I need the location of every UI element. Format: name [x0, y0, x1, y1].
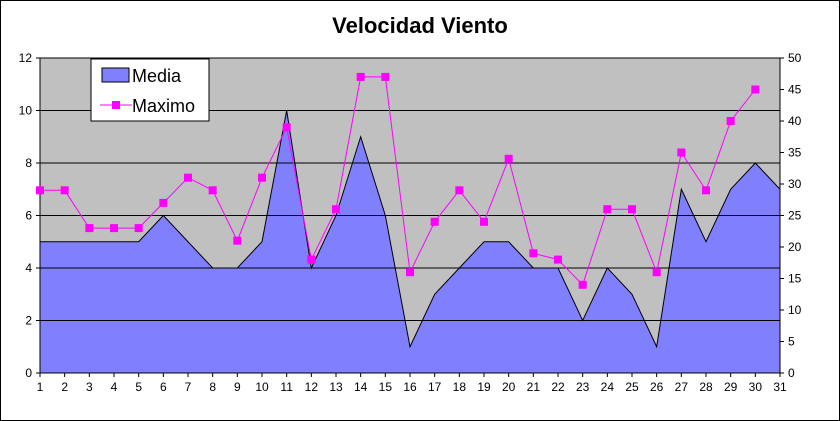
x-tick-label: 1	[37, 380, 44, 394]
y-right-tick-label: 10	[788, 303, 802, 317]
point-maximo	[208, 186, 217, 195]
point-maximo	[430, 217, 439, 226]
point-maximo	[554, 255, 562, 264]
x-tick-label: 17	[428, 380, 442, 394]
x-tick-label: 21	[527, 380, 541, 394]
point-maximo	[85, 224, 94, 233]
x-tick-label: 16	[403, 380, 417, 394]
point-maximo	[134, 224, 143, 233]
legend: Media Maximo	[90, 58, 210, 122]
point-maximo	[233, 236, 242, 245]
y-left-tick-label: 12	[19, 51, 33, 65]
point-maximo	[258, 173, 266, 182]
point-maximo	[702, 186, 710, 195]
y-left-tick-label: 0	[25, 366, 32, 380]
x-tick-label: 6	[160, 380, 167, 394]
point-maximo	[184, 173, 192, 182]
y-right-tick-label: 45	[788, 83, 802, 97]
x-tick-label: 22	[551, 380, 565, 394]
x-tick-label: 27	[675, 380, 689, 394]
point-maximo	[652, 268, 661, 277]
point-maximo	[504, 154, 513, 163]
y-right-tick-label: 20	[788, 240, 802, 254]
legend-swatch-media	[101, 67, 130, 83]
area-media-outline	[40, 110, 781, 349]
y-right-tick-label: 40	[788, 114, 802, 128]
y-left-tick-label: 6	[25, 209, 32, 223]
x-tick-label: 30	[749, 380, 763, 394]
y-right-tick-label: 30	[788, 177, 802, 191]
point-maximo	[356, 72, 365, 81]
point-maximo	[110, 224, 118, 233]
y-left-tick-label: 4	[25, 261, 32, 275]
y-left-tick-label: 10	[19, 104, 33, 118]
point-maximo	[628, 205, 636, 214]
y-left-tick-label: 8	[25, 156, 32, 170]
x-tick-label: 24	[601, 380, 615, 394]
point-maximo	[60, 186, 69, 195]
x-tick-label: 15	[379, 380, 393, 394]
x-tick-label: 5	[135, 380, 142, 394]
y-right-tick-label: 5	[788, 335, 795, 349]
legend-label-maximo: Maximo	[132, 96, 195, 116]
x-tick-label: 26	[650, 380, 664, 394]
x-tick-label: 31	[773, 380, 787, 394]
x-tick-label: 7	[185, 380, 192, 394]
point-maximo	[603, 205, 612, 214]
legend-marker-maximo	[112, 101, 120, 109]
point-maximo	[751, 85, 760, 94]
x-tick-label: 9	[234, 380, 241, 394]
legend-label-media: Media	[132, 66, 182, 86]
point-maximo	[480, 217, 488, 226]
x-tick-label: 29	[724, 380, 738, 394]
x-tick-label: 8	[209, 380, 216, 394]
x-tick-label: 10	[255, 380, 269, 394]
x-tick-label: 14	[354, 380, 368, 394]
x-tick-label: 28	[699, 380, 713, 394]
chart-title: Velocidad Viento	[332, 13, 508, 38]
y-right-tick-label: 50	[788, 51, 802, 65]
x-tick-label: 2	[61, 380, 68, 394]
point-maximo	[406, 268, 414, 277]
x-tick-label: 3	[86, 380, 93, 394]
x-tick-label: 13	[329, 380, 343, 394]
point-maximo	[159, 198, 168, 207]
y-right-tick-label: 25	[788, 209, 802, 223]
x-tick-label: 23	[576, 380, 590, 394]
x-tick-label: 19	[477, 380, 491, 394]
x-tick-label: 4	[111, 380, 118, 394]
point-maximo	[529, 249, 538, 258]
x-tick-label: 11	[280, 380, 293, 394]
x-tick-label: 18	[453, 380, 467, 394]
line-maximo	[40, 76, 756, 286]
point-maximo	[726, 117, 735, 125]
point-maximo	[455, 186, 464, 195]
y-right-tick-label: 15	[788, 272, 802, 286]
y-right-tick-label: 35	[788, 146, 802, 160]
point-maximo	[307, 255, 316, 264]
point-maximo	[677, 148, 686, 157]
point-maximo	[36, 186, 44, 195]
point-maximo	[381, 72, 390, 81]
point-maximo	[578, 280, 587, 289]
x-tick-label: 20	[502, 380, 516, 394]
x-tick-label: 25	[625, 380, 639, 394]
point-maximo	[332, 205, 340, 214]
area-media	[40, 110, 780, 373]
point-maximo	[282, 123, 291, 132]
y-left-tick-label: 2	[25, 314, 32, 328]
x-tick-label: 12	[305, 380, 319, 394]
y-right-tick-label: 0	[788, 366, 795, 380]
